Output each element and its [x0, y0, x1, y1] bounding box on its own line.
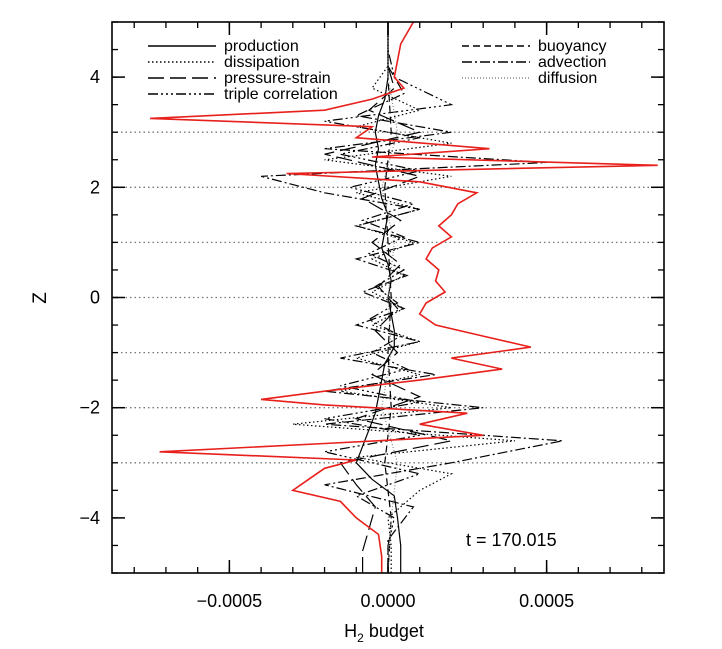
- annotation-time: t = 170.015: [466, 530, 557, 550]
- y-tick-label: 0: [90, 288, 100, 308]
- legend-label: dissipation: [224, 54, 300, 71]
- series-diffusion: [381, 22, 399, 574]
- y-tick-label: −4: [79, 508, 100, 528]
- axis-ticks: [112, 21, 664, 574]
- legend-label: triple correlation: [224, 86, 338, 103]
- y-axis-label: Z: [30, 292, 51, 304]
- legend-label: diffusion: [538, 70, 597, 87]
- x-tick-label: 0.0000: [360, 591, 415, 611]
- y-tick-label: 4: [90, 67, 100, 87]
- series-buoyancy: [384, 22, 392, 574]
- x-axis-label-main: H: [344, 621, 357, 641]
- legend-label: production: [224, 38, 299, 55]
- tick-labels: −0.0005 0.0000 0.0005 −4 −2 0 2 4: [79, 67, 574, 611]
- data-series: [150, 21, 658, 574]
- series-red-curve: [150, 21, 658, 573]
- y-tick-label: 2: [90, 177, 100, 197]
- legend: productiondissipationpressure-straintrip…: [148, 38, 607, 103]
- legend-label: advection: [538, 54, 607, 71]
- x-axis-label: H2 budget: [344, 621, 424, 645]
- x-axis-label-subscript: 2: [357, 631, 364, 645]
- series-triple-correlation: [324, 22, 454, 573]
- x-tick-label: −0.0005: [197, 591, 263, 611]
- x-tick-label: 0.0005: [519, 591, 574, 611]
- legend-label: pressure-strain: [224, 70, 331, 87]
- series-advection: [260, 22, 563, 573]
- legend-label: buoyancy: [538, 38, 607, 55]
- y-tick-label: −2: [79, 398, 100, 418]
- x-axis-label-rest: budget: [364, 621, 424, 641]
